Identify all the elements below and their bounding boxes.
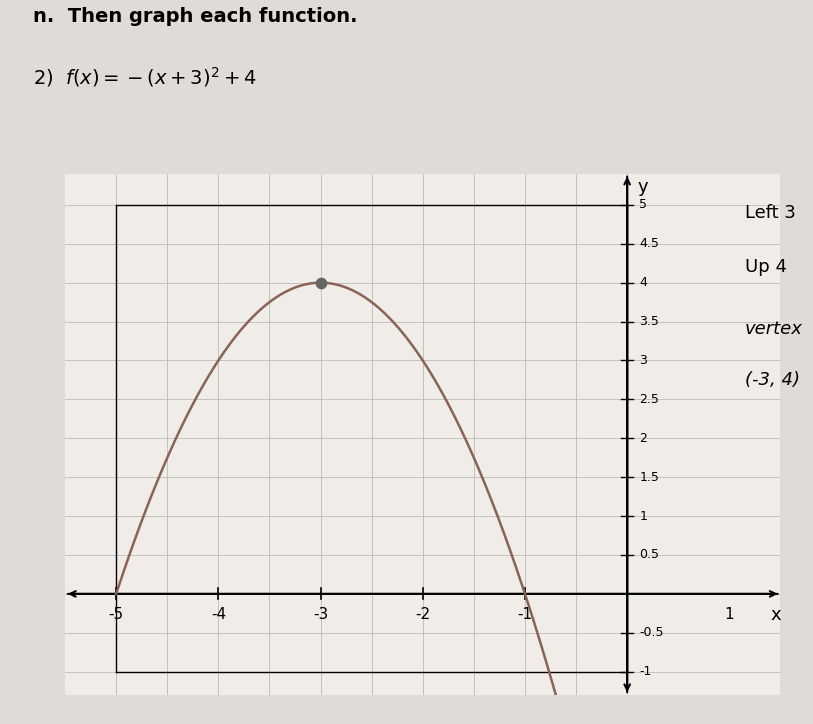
Text: Left 3: Left 3 xyxy=(745,203,796,222)
Text: 1.5: 1.5 xyxy=(640,471,659,484)
Text: (-3, 4): (-3, 4) xyxy=(745,371,800,389)
Text: x: x xyxy=(770,605,780,623)
Text: 5: 5 xyxy=(640,198,647,211)
Text: -1: -1 xyxy=(517,607,533,622)
Text: 2.5: 2.5 xyxy=(640,393,659,406)
Text: -4: -4 xyxy=(211,607,226,622)
Text: -2: -2 xyxy=(415,607,430,622)
Text: 2: 2 xyxy=(640,432,647,445)
Text: 1: 1 xyxy=(640,510,647,523)
Text: -5: -5 xyxy=(109,607,124,622)
Text: 1: 1 xyxy=(724,607,734,622)
Text: -3: -3 xyxy=(313,607,328,622)
Text: -1: -1 xyxy=(640,665,652,678)
Text: vertex: vertex xyxy=(745,320,802,338)
Text: 3: 3 xyxy=(640,354,647,367)
Text: -0.5: -0.5 xyxy=(640,626,664,639)
Text: 4.5: 4.5 xyxy=(640,237,659,251)
Text: 3.5: 3.5 xyxy=(640,315,659,328)
Text: 0.5: 0.5 xyxy=(640,549,659,562)
Text: 4: 4 xyxy=(640,276,647,289)
Text: Up 4: Up 4 xyxy=(745,258,787,276)
Point xyxy=(314,277,327,288)
Text: n.  Then graph each function.: n. Then graph each function. xyxy=(33,7,357,26)
Text: 2)  $f(x) = -(x+3)^2 + 4$: 2) $f(x) = -(x+3)^2 + 4$ xyxy=(33,65,256,89)
Text: y: y xyxy=(637,177,648,195)
